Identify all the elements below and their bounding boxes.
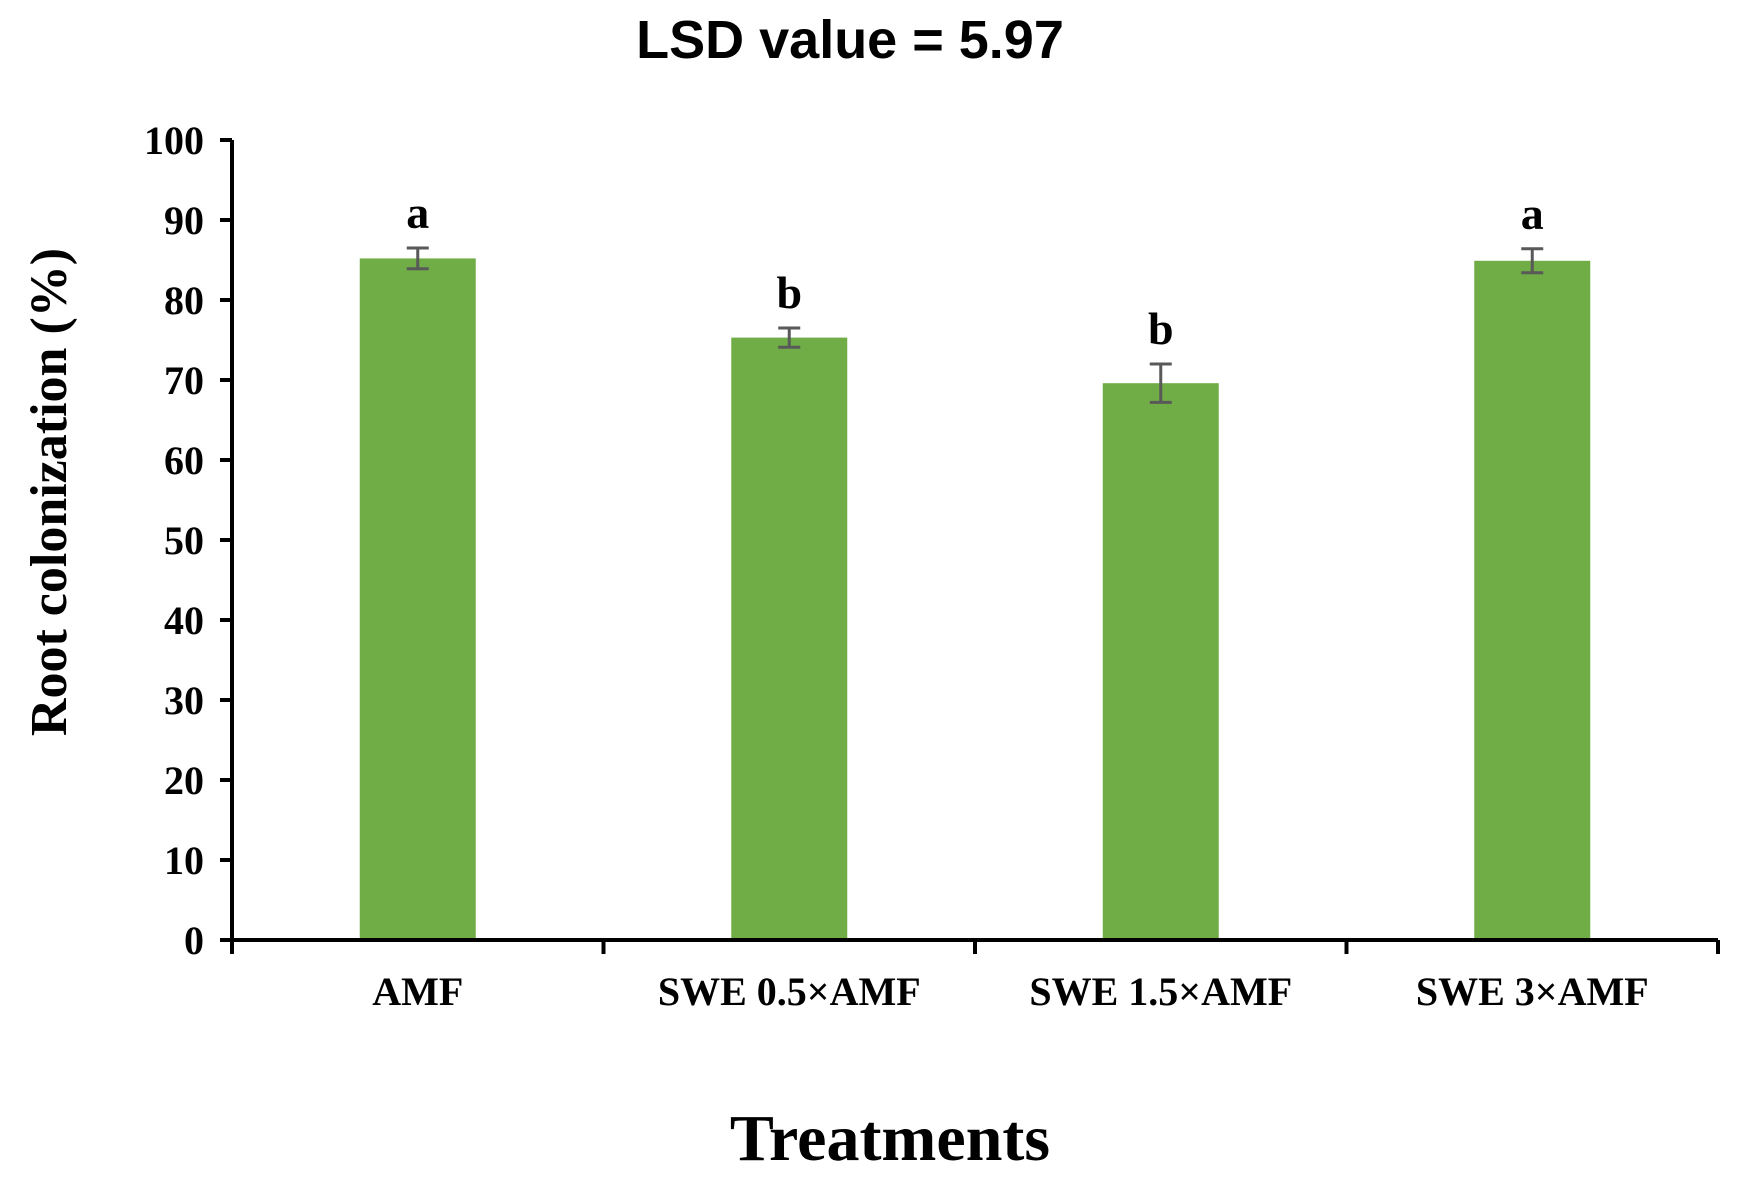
bar-0	[359, 258, 476, 938]
category-label-3: SWE 3×AMF	[1416, 969, 1649, 1014]
bar-3	[1474, 260, 1591, 938]
y-axis-title: Root colonization (%)	[21, 248, 78, 736]
bar-2	[1102, 383, 1219, 938]
category-labels-group: AMF SWE 0.5×AMF SWE 1.5×AMF SWE 3×AMF	[372, 969, 1648, 1014]
y-tick-label-50: 50	[164, 518, 204, 563]
y-axis: 0 10 20 30 40 50 60 70 80 90 100	[144, 118, 234, 963]
y-tick-label-100: 100	[144, 118, 204, 163]
significance-letter-3: a	[1521, 188, 1544, 239]
y-tick-label-70: 70	[164, 358, 204, 403]
bar-1	[731, 337, 848, 939]
chart-title: LSD value = 5.97	[636, 10, 1064, 70]
significance-letters-group: a b b a	[406, 187, 1544, 354]
category-label-0: AMF	[372, 969, 463, 1014]
y-tick-label-20: 20	[164, 758, 204, 803]
bars-group	[359, 258, 1591, 939]
significance-letter-0: a	[406, 187, 429, 238]
category-label-2: SWE 1.5×AMF	[1029, 969, 1292, 1014]
significance-letter-1: b	[776, 267, 802, 318]
y-tick-label-60: 60	[164, 438, 204, 483]
category-label-1: SWE 0.5×AMF	[658, 969, 921, 1014]
x-axis-title: Treatments	[730, 1102, 1050, 1175]
significance-letter-2: b	[1148, 303, 1174, 354]
y-tick-label-10: 10	[164, 838, 204, 883]
y-tick-label-0: 0	[184, 918, 204, 963]
x-axis	[230, 938, 1720, 954]
y-tick-label-90: 90	[164, 198, 204, 243]
error-bars-group	[406, 246, 1544, 404]
y-tick-label-30: 30	[164, 678, 204, 723]
y-tick-label-40: 40	[164, 598, 204, 643]
y-tick-label-80: 80	[164, 278, 204, 323]
